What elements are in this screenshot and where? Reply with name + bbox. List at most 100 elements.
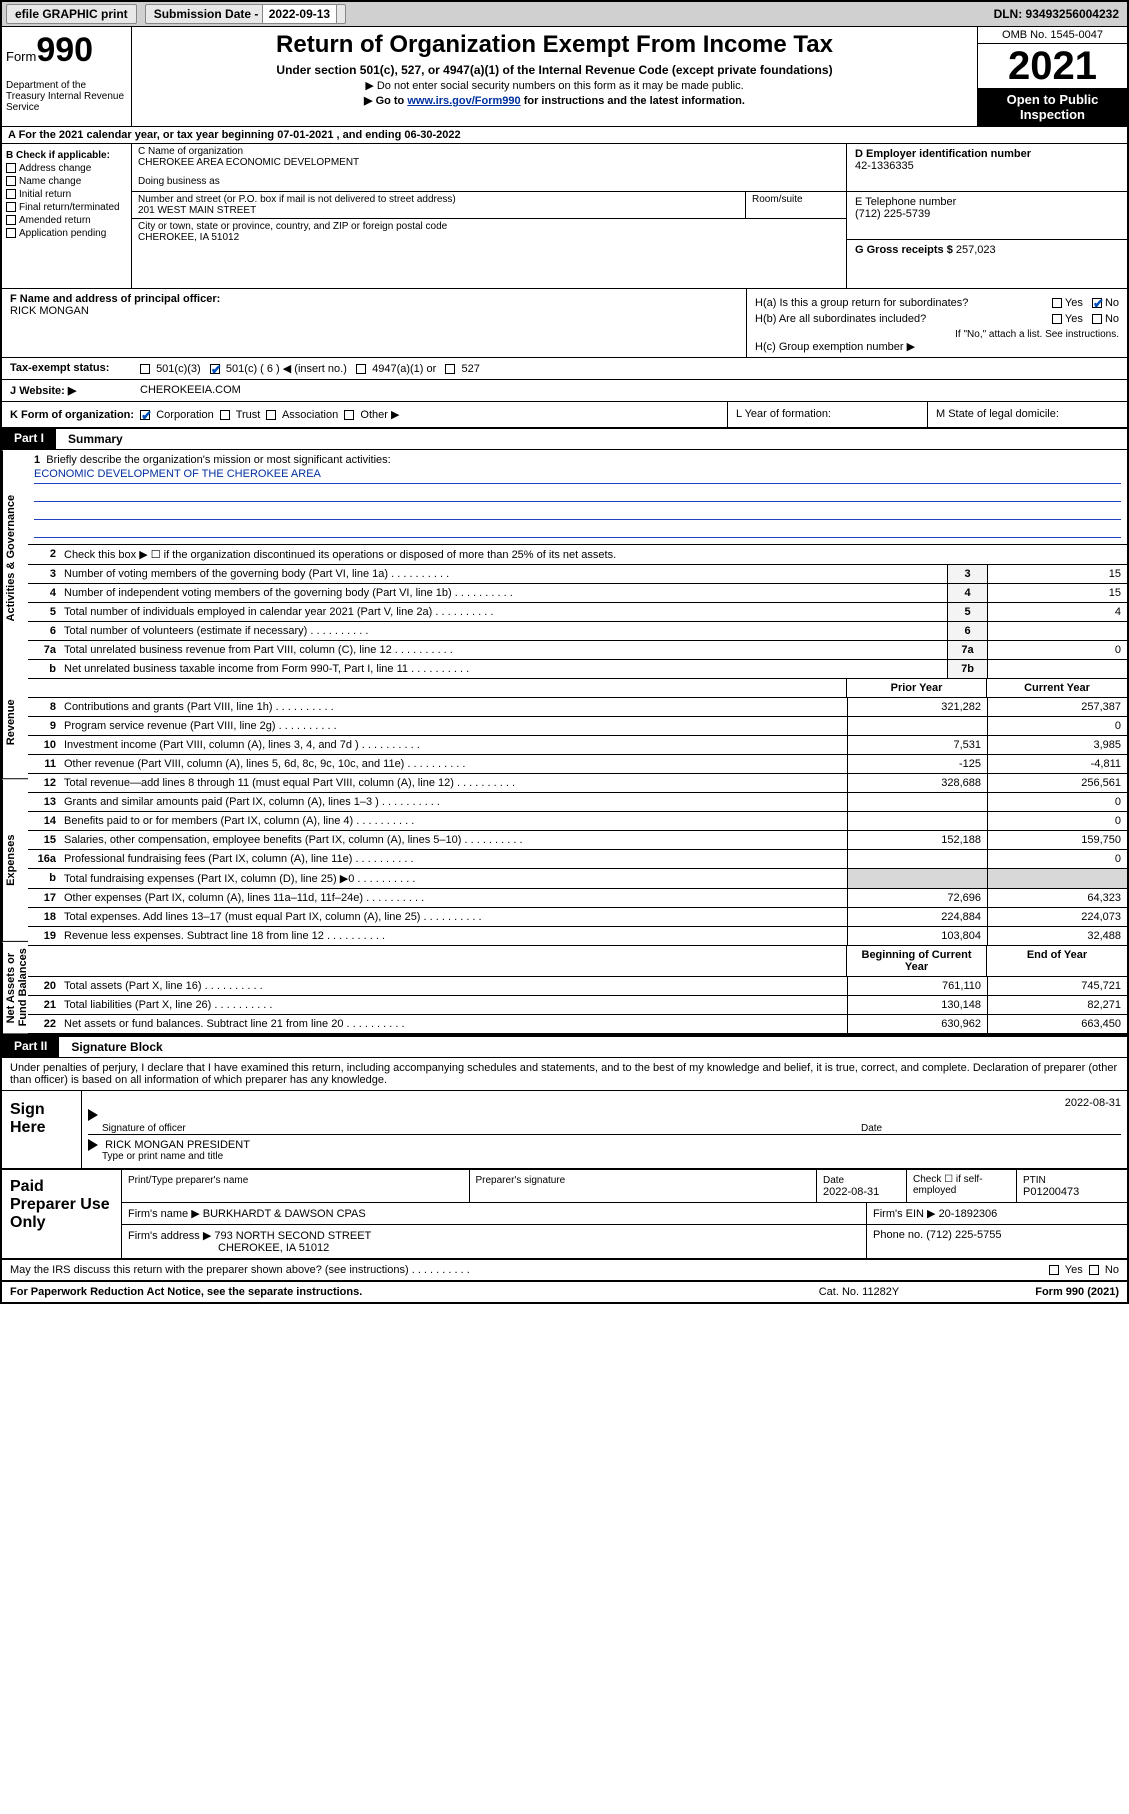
cb-501c[interactable] — [210, 364, 220, 374]
hb-text: H(b) Are all subordinates included? — [755, 313, 926, 325]
firm-label: Firm's name ▶ — [128, 1208, 200, 1220]
data-row: 12Total revenue—add lines 8 through 11 (… — [28, 774, 1127, 793]
col-b-checkboxes: B Check if applicable: Address change Na… — [2, 144, 132, 288]
data-row: 11Other revenue (Part VIII, column (A), … — [28, 755, 1127, 774]
row-k: K Form of organization: Corporation Trus… — [2, 402, 1127, 428]
firm-addr1: 793 NORTH SECOND STREET — [214, 1230, 371, 1242]
current-year-hdr: Current Year — [987, 679, 1127, 697]
may-irs-discuss: May the IRS discuss this return with the… — [10, 1264, 919, 1276]
section-bcd: B Check if applicable: Address change Na… — [2, 144, 1127, 289]
mission-q: Briefly describe the organization's miss… — [46, 454, 390, 466]
org-address: 201 WEST MAIN STREET — [138, 205, 739, 216]
k-assoc: Association — [282, 409, 338, 421]
sign-here-label: Sign Here — [2, 1091, 82, 1168]
data-row: 19Revenue less expenses. Subtract line 1… — [28, 927, 1127, 946]
gross-value: 257,023 — [956, 244, 996, 256]
gov-row: 4Number of independent voting members of… — [28, 584, 1127, 603]
tab-governance: Activities & Governance — [2, 450, 28, 666]
summary-body: Activities & Governance Revenue Expenses… — [2, 450, 1127, 1036]
submission-date: Submission Date - 2022-09-13 — [145, 4, 346, 24]
k-corp: Corporation — [156, 409, 213, 421]
may-irs-yes[interactable] — [1049, 1265, 1059, 1275]
cb-amended[interactable] — [6, 215, 16, 225]
cb-corp[interactable] — [140, 410, 150, 420]
cb-initial-return[interactable] — [6, 189, 16, 199]
form-header: Form990 Department of the Treasury Inter… — [2, 27, 1127, 127]
sig-date-val: 2022-08-31 — [398, 1097, 1121, 1109]
data-row: 16aProfessional fundraising fees (Part I… — [28, 850, 1127, 869]
mission-block: 1 Briefly describe the organization's mi… — [28, 450, 1127, 545]
i-label: Tax-exempt status: — [2, 358, 132, 379]
tab-balances: Net Assets or Fund Balances — [2, 942, 28, 1034]
cb-527[interactable] — [445, 364, 455, 374]
hb-no[interactable] — [1092, 314, 1102, 324]
part1-label: Part I — [2, 428, 56, 450]
gov-row: 5Total number of individuals employed in… — [28, 603, 1127, 622]
f-label: F Name and address of principal officer: — [10, 293, 220, 305]
data-row: 17Other expenses (Part IX, column (A), l… — [28, 889, 1127, 908]
ptin-val: P01200473 — [1023, 1186, 1079, 1198]
cb-name-change[interactable] — [6, 176, 16, 186]
ein-value: 42-1336335 — [855, 160, 914, 172]
gov-row: 7aTotal unrelated business revenue from … — [28, 641, 1127, 660]
firm-phone-label: Phone no. — [873, 1229, 923, 1241]
pycy-header: Prior Year Current Year — [28, 679, 1127, 698]
top-bar: efile GRAPHIC print Submission Date - 20… — [2, 2, 1127, 27]
cb-4947[interactable] — [356, 364, 366, 374]
officer-name-title: RICK MONGAN PRESIDENT — [105, 1139, 250, 1151]
firm-addr-label: Firm's address ▶ — [128, 1230, 211, 1242]
sign-here-block: Sign Here 2022-08-31 Signature of office… — [2, 1091, 1127, 1170]
part2-title: Signature Block — [59, 1036, 1127, 1058]
b-item-4: Amended return — [19, 215, 91, 226]
prep-h3: Date — [823, 1175, 844, 1186]
omb-number: OMB No. 1545-0047 — [978, 27, 1127, 44]
ha-yes[interactable] — [1052, 298, 1062, 308]
cat-no: Cat. No. 11282Y — [759, 1286, 959, 1298]
cb-assoc[interactable] — [266, 410, 276, 420]
officer-name: RICK MONGAN — [10, 305, 89, 317]
cb-address-change[interactable] — [6, 163, 16, 173]
cb-other[interactable] — [344, 410, 354, 420]
k-other: Other ▶ — [360, 409, 399, 421]
prep-date: 2022-08-31 — [823, 1186, 879, 1198]
sig-intro: Under penalties of perjury, I declare th… — [2, 1058, 1127, 1091]
b-item-1: Name change — [19, 176, 81, 187]
phone-value: (712) 225-5739 — [855, 208, 930, 220]
tab-revenue: Revenue — [2, 666, 28, 779]
name-title-label: Type or print name and title — [102, 1151, 1121, 1162]
ha-no[interactable] — [1092, 298, 1102, 308]
opt-4947: 4947(a)(1) or — [372, 363, 436, 375]
data-row: 13Grants and similar amounts paid (Part … — [28, 793, 1127, 812]
ein-label: D Employer identification number — [855, 148, 1031, 160]
efile-print-button[interactable]: efile GRAPHIC print — [6, 4, 137, 24]
form-title: Return of Organization Exempt From Incom… — [142, 31, 967, 59]
form-number: Form990 — [6, 31, 127, 70]
firm-name: BURKHARDT & DAWSON CPAS — [203, 1208, 366, 1220]
footer: For Paperwork Reduction Act Notice, see … — [2, 1281, 1127, 1302]
paid-preparer-block: Paid Preparer Use Only Print/Type prepar… — [2, 1170, 1127, 1260]
prep-h5: PTIN — [1023, 1175, 1046, 1186]
begin-year-hdr: Beginning of Current Year — [847, 946, 987, 976]
tax-year: 2021 — [978, 44, 1127, 88]
b-item-3: Final return/terminated — [19, 202, 120, 213]
may-irs-no[interactable] — [1089, 1265, 1099, 1275]
dln: DLN: 93493256004232 — [986, 5, 1127, 23]
form-subtitle: Under section 501(c), 527, or 4947(a)(1)… — [142, 63, 967, 77]
cb-trust[interactable] — [220, 410, 230, 420]
gov-row: 2Check this box ▶ ☐ if the organization … — [28, 545, 1127, 565]
data-row: 10Investment income (Part VIII, column (… — [28, 736, 1127, 755]
irs-link[interactable]: www.irs.gov/Form990 — [407, 95, 520, 107]
opt-501c: 501(c) ( 6 ) ◀ (insert no.) — [226, 363, 347, 375]
paperwork-notice: For Paperwork Reduction Act Notice, see … — [10, 1286, 759, 1298]
i-options: 501(c)(3) 501(c) ( 6 ) ◀ (insert no.) 49… — [132, 358, 1127, 379]
room-label: Room/suite — [746, 192, 846, 218]
cb-app-pending[interactable] — [6, 228, 16, 238]
cb-501c3[interactable] — [140, 364, 150, 374]
hc-text: H(c) Group exemption number ▶ — [755, 340, 1119, 353]
firm-ein-label: Firm's EIN ▶ — [873, 1208, 936, 1220]
hb-yes[interactable] — [1052, 314, 1062, 324]
prior-year-hdr: Prior Year — [847, 679, 987, 697]
b-item-0: Address change — [19, 163, 91, 174]
b-title: B Check if applicable: — [6, 150, 110, 161]
cb-final-return[interactable] — [6, 202, 16, 212]
